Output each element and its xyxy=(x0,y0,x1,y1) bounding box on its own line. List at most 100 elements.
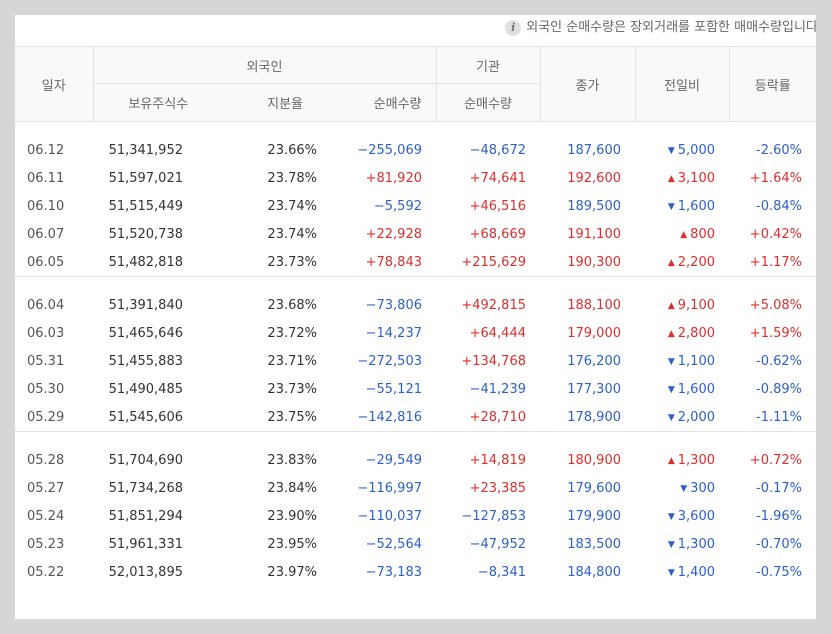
foreign-net-cell: −142,816 xyxy=(357,409,422,425)
close-cell: 192,600 xyxy=(567,170,621,186)
foreign-net-cell: −29,549 xyxy=(365,452,422,468)
date-cell: 05.23 xyxy=(27,536,65,552)
table-row: 06.11 51,597,021 23.78% +81,920 +74,641 192,6… xyxy=(15,164,816,192)
table-row: 06.05 51,482,818 23.73% +78,843 +215,629 190,… xyxy=(15,248,816,277)
change-cell: ▲ 2,200 xyxy=(635,248,729,277)
date-cell: 05.22 xyxy=(27,564,65,580)
ratio-cell: 23.72% xyxy=(267,325,317,341)
inst-net-cell: +23,385 xyxy=(469,480,526,496)
ratio-cell: 23.90% xyxy=(267,508,317,524)
foreign-net-cell: −73,183 xyxy=(365,564,422,580)
date-cell: 06.12 xyxy=(27,142,65,158)
foreign-net-cell: −14,237 xyxy=(365,325,422,341)
change-value: 1,400 xyxy=(677,564,715,580)
inst-net-cell: +14,819 xyxy=(469,452,526,468)
ratio-cell: 23.83% xyxy=(267,452,317,468)
date-cell: 06.10 xyxy=(27,198,65,214)
ratio-cell: 23.97% xyxy=(267,564,317,580)
triangle-down-icon: ▼ xyxy=(667,567,675,578)
bottom-spacer xyxy=(15,586,816,600)
foreign-net-cell: −255,069 xyxy=(357,142,422,158)
foreign-net-cell: +22,928 xyxy=(365,226,422,242)
triangle-down-icon: ▼ xyxy=(667,384,675,395)
change-value: 2,200 xyxy=(677,254,715,270)
date-cell: 05.31 xyxy=(27,353,65,369)
holdings-cell: 51,704,690 xyxy=(108,452,183,468)
change-cell: ▼ 300 xyxy=(635,474,729,502)
header-institution: 기관 xyxy=(435,46,540,84)
separator-cell xyxy=(15,431,816,446)
close-cell: 191,100 xyxy=(567,226,621,242)
close-cell: 187,600 xyxy=(567,142,621,158)
foreign-net-cell: −116,997 xyxy=(357,480,422,496)
table-header: 일자 외국인 기관 종가 전일비 등락률 보유주식수 지분율 순매수량 순매수량 xyxy=(15,46,816,122)
inst-net-cell: −47,952 xyxy=(469,536,526,552)
header-foreign: 외국인 xyxy=(92,46,436,84)
holdings-cell: 51,545,606 xyxy=(108,409,183,425)
change-cell: ▲ 2,800 xyxy=(635,319,729,347)
change-value: 800 xyxy=(690,226,715,242)
close-cell: 178,900 xyxy=(567,409,621,425)
triangle-up-icon: ▲ xyxy=(667,328,675,339)
change-cell: ▼ 1,400 xyxy=(635,558,729,586)
table-row: 05.23 51,961,331 23.95% −52,564 −47,952 183,5… xyxy=(15,530,816,558)
header-change: 전일비 xyxy=(634,46,729,122)
change-value: 1,300 xyxy=(677,452,715,468)
rate-cell: -0.62% xyxy=(756,353,802,369)
table-body: 06.12 51,341,952 23.66% −255,069 −48,672 187,… xyxy=(15,122,816,601)
change-cell: ▼ 3,600 xyxy=(635,502,729,530)
change-value: 300 xyxy=(690,480,715,496)
triangle-up-icon: ▲ xyxy=(667,300,675,311)
holdings-cell: 51,455,883 xyxy=(108,353,183,369)
close-cell: 189,500 xyxy=(567,198,621,214)
close-cell: 177,300 xyxy=(567,381,621,397)
header-ratio: 지분율 xyxy=(223,83,333,122)
foreign-net-cell: −272,503 xyxy=(357,353,422,369)
close-cell: 179,600 xyxy=(567,480,621,496)
triangle-down-icon: ▼ xyxy=(667,412,675,423)
change-cell: ▲ 800 xyxy=(635,220,729,248)
header-foreign-net: 순매수량 xyxy=(333,83,436,122)
change-cell: ▼ 1,300 xyxy=(635,530,729,558)
ratio-cell: 23.74% xyxy=(267,198,317,214)
rate-cell: -0.75% xyxy=(756,564,802,580)
notice-bar: i 외국인 순매수량은 장외거래를 포함한 매매수량입니다. xyxy=(15,15,816,46)
group-separator xyxy=(15,276,816,291)
change-value: 1,600 xyxy=(677,381,715,397)
change-value: 2,000 xyxy=(677,409,715,425)
header-inst-net: 순매수량 xyxy=(435,83,540,122)
rate-cell: +1.17% xyxy=(749,254,802,270)
close-cell: 190,300 xyxy=(567,254,621,270)
triangle-down-icon: ▼ xyxy=(667,511,675,522)
date-cell: 06.05 xyxy=(27,254,65,270)
ratio-cell: 23.73% xyxy=(267,254,317,270)
rate-cell: -0.84% xyxy=(756,198,802,214)
rate-cell: +0.42% xyxy=(749,226,802,242)
rate-cell: -2.60% xyxy=(756,142,802,158)
table-row: 06.12 51,341,952 23.66% −255,069 −48,672 187,… xyxy=(15,136,816,164)
change-cell: ▼ 1,600 xyxy=(635,192,729,220)
holdings-cell: 51,465,646 xyxy=(108,325,183,341)
table-row: 06.04 51,391,840 23.68% −73,806 +492,815 188,… xyxy=(15,291,816,319)
triangle-up-icon: ▲ xyxy=(680,229,688,240)
info-icon[interactable]: i xyxy=(505,20,522,36)
ratio-cell: 23.66% xyxy=(267,142,317,158)
inst-net-cell: −127,853 xyxy=(461,508,526,524)
ratio-cell: 23.75% xyxy=(267,409,317,425)
holdings-cell: 51,851,294 xyxy=(108,508,183,524)
change-cell: ▼ 1,100 xyxy=(635,347,729,375)
ratio-cell: 23.95% xyxy=(267,536,317,552)
inst-net-cell: +46,516 xyxy=(469,198,526,214)
date-cell: 05.24 xyxy=(27,508,65,524)
date-cell: 06.11 xyxy=(27,170,65,186)
date-cell: 05.27 xyxy=(27,480,65,496)
ratio-cell: 23.73% xyxy=(267,381,317,397)
date-cell: 05.29 xyxy=(27,409,65,425)
close-cell: 179,900 xyxy=(567,508,621,524)
change-cell: ▲ 9,100 xyxy=(635,291,729,319)
inst-net-cell: +64,444 xyxy=(469,325,526,341)
ratio-cell: 23.68% xyxy=(267,297,317,313)
notice-text: 외국인 순매수량은 장외거래를 포함한 매매수량입니다. xyxy=(526,20,816,35)
close-cell: 188,100 xyxy=(567,297,621,313)
foreign-net-cell: −110,037 xyxy=(357,508,422,524)
